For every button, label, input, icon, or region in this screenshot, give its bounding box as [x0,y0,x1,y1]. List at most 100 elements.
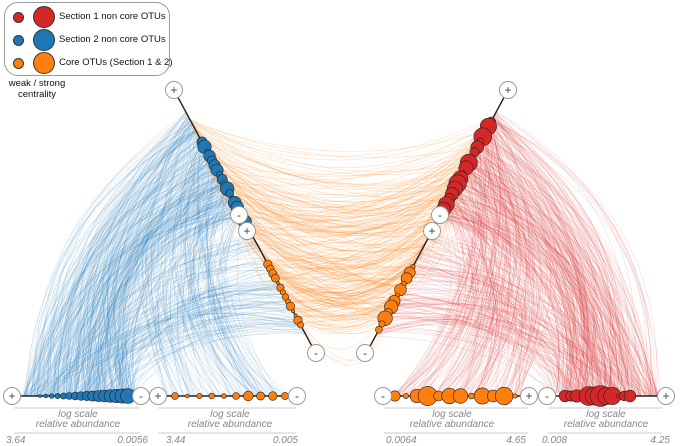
svg-text:+: + [243,224,250,238]
axis-min-value: 0.008 [542,435,567,446]
legend-label-core: Core OTUs (Section 1 & 2) [59,57,173,68]
marker-section2-core-minus: - [307,344,325,362]
caption-line2: relative abundance [410,419,495,430]
caption-line1: log scale [210,409,250,420]
legend-item-section2: Section 2 non core OTUs [5,28,169,52]
marker-section1-core-plus: + [423,222,441,240]
marker-bottom-s2-noncore-plus: + [3,387,21,405]
otu-node [256,391,265,401]
caption-line1: log scale [432,409,472,420]
marker-section1-core-minus: - [356,344,374,362]
section1-strong-swatch [33,6,55,28]
otu-node [208,392,215,400]
legend-item-section1: Section 1 non core OTUs [5,5,169,29]
legend: Section 1 non core OTUs Section 2 non co… [4,2,173,76]
otu-node [276,281,280,285]
marker-bottom-s1-noncore-plus: + [657,387,675,405]
caption-line2: relative abundance [36,419,121,430]
section2-strong-swatch [33,29,55,51]
axis-caption-s1-noncore: log scale relative abundance 0.008 4.25 [542,407,671,446]
marker-bottom-s1-core-plus: + [520,387,538,405]
otu-node [375,325,383,334]
otu-node [285,301,295,311]
caption-line2: relative abundance [564,419,649,430]
otu-node [290,308,295,313]
otu-node [232,392,240,400]
marker-bottom-s1-noncore-minus: - [538,387,556,405]
section2-weak-swatch [13,35,24,46]
svg-text:+: + [525,389,532,403]
svg-text:+: + [662,389,669,403]
core-strong-swatch [33,52,55,74]
otu-node [271,273,280,283]
marker-bottom-s2-core-plus: + [149,387,167,405]
marker-bottom-s2-core-minus: - [288,387,306,405]
otu-node [495,386,514,406]
svg-text:-: - [438,208,442,222]
centrality-label: weak / strong centrality [2,78,72,100]
otu-node [394,283,407,296]
otu-node [38,394,42,398]
svg-text:-: - [295,389,299,403]
svg-text:+: + [154,389,161,403]
svg-text:+: + [504,83,511,97]
legend-label-section1: Section 1 non core OTUs [59,11,166,22]
otu-node [243,390,254,402]
svg-text:-: - [237,208,241,222]
otu-node [452,388,469,404]
centrality-label-line2: centrality [17,89,56,100]
marker-section1-noncore-minus: - [431,206,449,224]
core-weak-swatch [13,58,24,69]
otu-node [402,392,409,399]
axis-max-value: 4.65 [507,435,527,446]
marker-bottom-s2-noncore-minus: - [132,387,150,405]
axis-min-value: 3.64 [6,435,26,446]
caption-line1: log scale [586,409,626,420]
axis-caption-s2-core: log scale relative abundance 3.44 0.005 [158,407,298,446]
otu-node [43,393,49,399]
svg-text:-: - [139,389,143,403]
otu-node [281,392,289,400]
axis-max-value: 4.25 [651,435,671,446]
otu-node [49,393,55,399]
otu-node [54,392,61,399]
otu-nodes [38,116,637,407]
otu-node [512,393,518,399]
axis-max-value: 0.005 [273,435,298,446]
svg-text:-: - [363,346,367,360]
marker-section2-core-plus: + [238,222,256,240]
legend-label-section2: Section 2 non core OTUs [59,34,166,45]
marker-section2-diagonal-plus: + [165,81,183,99]
otu-node [623,389,637,403]
otu-node [171,392,179,400]
otu-node [268,391,278,401]
marker-bottom-s1-core-minus: - [374,387,392,405]
otu-node [196,392,203,399]
marker-section1-diagonal-plus: + [499,81,517,99]
svg-text:+: + [170,83,177,97]
caption-line1: log scale [58,409,98,420]
axis-caption-s1-core: log scale relative abundance 0.0064 4.65 [384,407,528,446]
svg-text:-: - [314,346,318,360]
otu-node [378,320,386,328]
svg-text:-: - [381,389,385,403]
caption-line2: relative abundance [188,419,273,430]
otu-node [185,393,190,399]
otu-node [297,321,304,329]
section1-weak-swatch [13,12,24,23]
section1-edges [375,111,661,397]
otu-node [221,393,227,399]
axis-min-value: 3.44 [166,435,186,446]
marker-section2-noncore-minus: - [230,206,248,224]
section2-edges [22,111,306,397]
centrality-label-line1: weak / strong [8,78,66,89]
axis-end-markers: + - + - + - + - [3,81,675,405]
axis-max-value: 0.0056 [117,435,148,446]
otu-node [468,392,475,400]
svg-text:+: + [428,224,435,238]
svg-text:+: + [8,389,15,403]
axis-min-value: 0.0064 [386,435,417,446]
legend-item-core: Core OTUs (Section 1 & 2) [5,51,173,75]
svg-text:-: - [545,389,549,403]
